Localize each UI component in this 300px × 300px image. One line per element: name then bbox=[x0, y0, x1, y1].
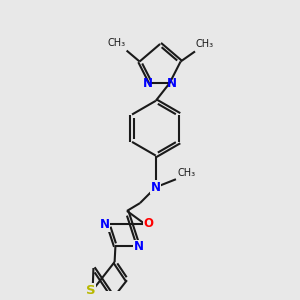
Text: N: N bbox=[143, 77, 153, 90]
Text: N: N bbox=[100, 218, 110, 231]
Text: CH₃: CH₃ bbox=[196, 39, 214, 49]
Text: N: N bbox=[151, 181, 161, 194]
Text: N: N bbox=[167, 77, 177, 90]
Text: O: O bbox=[143, 218, 154, 230]
Text: S: S bbox=[85, 284, 95, 297]
Text: CH₃: CH₃ bbox=[177, 168, 196, 178]
Text: CH₃: CH₃ bbox=[108, 38, 126, 48]
Text: N: N bbox=[134, 241, 143, 254]
